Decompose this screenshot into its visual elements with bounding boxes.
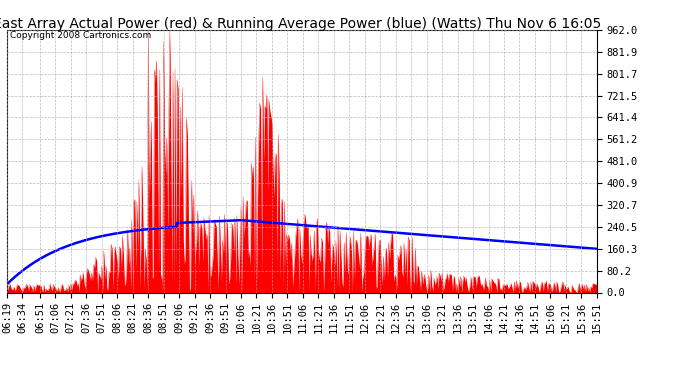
Text: East Array Actual Power (red) & Running Average Power (blue) (Watts) Thu Nov 6 1: East Array Actual Power (red) & Running … [0,17,601,31]
Text: Copyright 2008 Cartronics.com: Copyright 2008 Cartronics.com [10,32,151,40]
